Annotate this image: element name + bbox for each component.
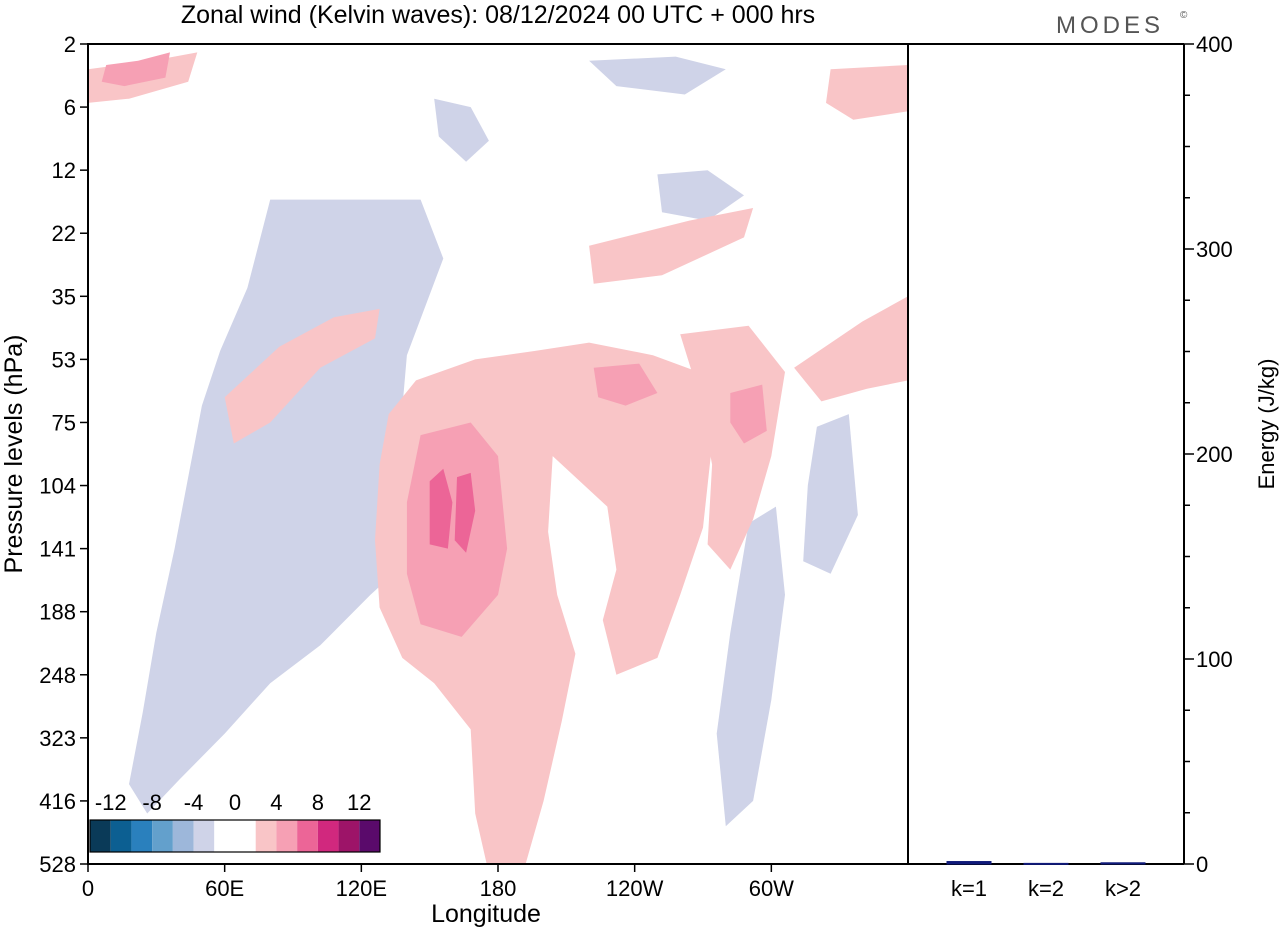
colorbar-swatch [338, 820, 360, 852]
brand-mark: © [1180, 10, 1188, 21]
contour-field [88, 52, 908, 864]
contour-region-9 [589, 56, 726, 95]
y-axis-label: Pressure levels (hPa) [0, 335, 28, 574]
colorbar-swatch [214, 820, 235, 852]
y-tick-label: 35 [52, 284, 76, 309]
colorbar-label: -12 [95, 790, 127, 815]
y-tick-label: 416 [39, 789, 76, 814]
contour-region-16 [224, 308, 380, 444]
contour-region-13 [593, 363, 658, 406]
y-tick-label: 12 [52, 158, 76, 183]
energy-axis-label: Energy (J/kg) [1254, 359, 1279, 490]
contour-region-6 [716, 506, 785, 827]
colorbar-swatch [193, 820, 215, 852]
energy-tick-label: 0 [1196, 852, 1208, 877]
energy-bar-k>2 [1100, 862, 1146, 865]
energy-category-label: k=2 [1028, 876, 1064, 901]
x-tick-label: 60W [749, 876, 794, 901]
colorbar-label: 0 [229, 790, 241, 815]
colorbar-frame [89, 819, 381, 853]
contour-region-14 [429, 468, 453, 549]
colorbar-label: -4 [184, 790, 204, 815]
colorbar-label: 12 [347, 790, 371, 815]
contour-region-22 [101, 52, 170, 87]
contour-region-15 [454, 472, 476, 553]
y-tick-label: 75 [52, 410, 76, 435]
colorbar-swatch [276, 820, 298, 852]
y-tick-label: 248 [39, 663, 76, 688]
x-tick-label: 60E [205, 876, 244, 901]
contour-region-5 [129, 199, 444, 814]
energy-tick-label: 400 [1196, 32, 1233, 57]
brand-logo: MODES © [1056, 10, 1188, 39]
colorbar-swatch [255, 820, 277, 852]
contour-region-17 [589, 208, 754, 284]
y-tick-label: 104 [39, 474, 76, 499]
contour-region-8 [657, 170, 744, 221]
energy-tick-label: 100 [1196, 647, 1233, 672]
energy-bar-k=2 [1023, 862, 1069, 865]
x-tick-label: 180 [480, 876, 517, 901]
x-tick-label: 0 [82, 876, 94, 901]
y-tick-label: 6 [64, 95, 76, 120]
energy-category-label: k>2 [1105, 876, 1141, 901]
colorbar-swatch [235, 820, 256, 852]
colorbar-swatch [297, 820, 318, 852]
colorbar-label: 4 [270, 790, 282, 815]
chart-title: Zonal wind (Kelvin waves): 08/12/2024 00… [181, 1, 815, 29]
colorbar-swatch [131, 820, 153, 852]
energy-tick-label: 200 [1196, 442, 1233, 467]
colorbar: -12 -8 -4 0 4 8 12 [89, 790, 381, 853]
brand-text: MODES [1056, 12, 1164, 39]
contour-region-7 [803, 414, 858, 574]
y-tick-label: 22 [52, 221, 76, 246]
energy-category-label: k=1 [951, 876, 987, 901]
colorbar-swatch [317, 820, 339, 852]
y-tick-label: 188 [39, 600, 76, 625]
y-tick-label: 53 [52, 347, 76, 372]
colorbar-swatch [152, 820, 173, 852]
x-tick-label: 120E [336, 876, 387, 901]
y-tick-label: 528 [39, 852, 76, 877]
colorbar-label: -8 [142, 790, 162, 815]
energy-tick-label: 300 [1196, 237, 1233, 262]
colorbar-swatch [172, 820, 194, 852]
energy-panel: 0 100 200 300 400 Energy (J/kg) k=1 k=2 k>2 [908, 32, 1279, 901]
x-tick-label: 120W [606, 876, 664, 901]
contour-region-21 [794, 296, 908, 402]
contour-region-23 [730, 384, 767, 444]
contour-region-10 [434, 98, 489, 162]
colorbar-label: 8 [312, 790, 324, 815]
colorbar-swatch [90, 820, 111, 852]
x-axis-label: Longitude [431, 900, 541, 928]
y-tick-label: 323 [39, 726, 76, 751]
energy-bar-k=1 [946, 861, 992, 865]
y-tick-label: 141 [39, 537, 76, 562]
colorbar-swatch [110, 820, 132, 852]
colorbar-swatch [359, 820, 380, 852]
y-tick-label: 2 [64, 32, 76, 57]
contour-region-19 [826, 65, 908, 120]
